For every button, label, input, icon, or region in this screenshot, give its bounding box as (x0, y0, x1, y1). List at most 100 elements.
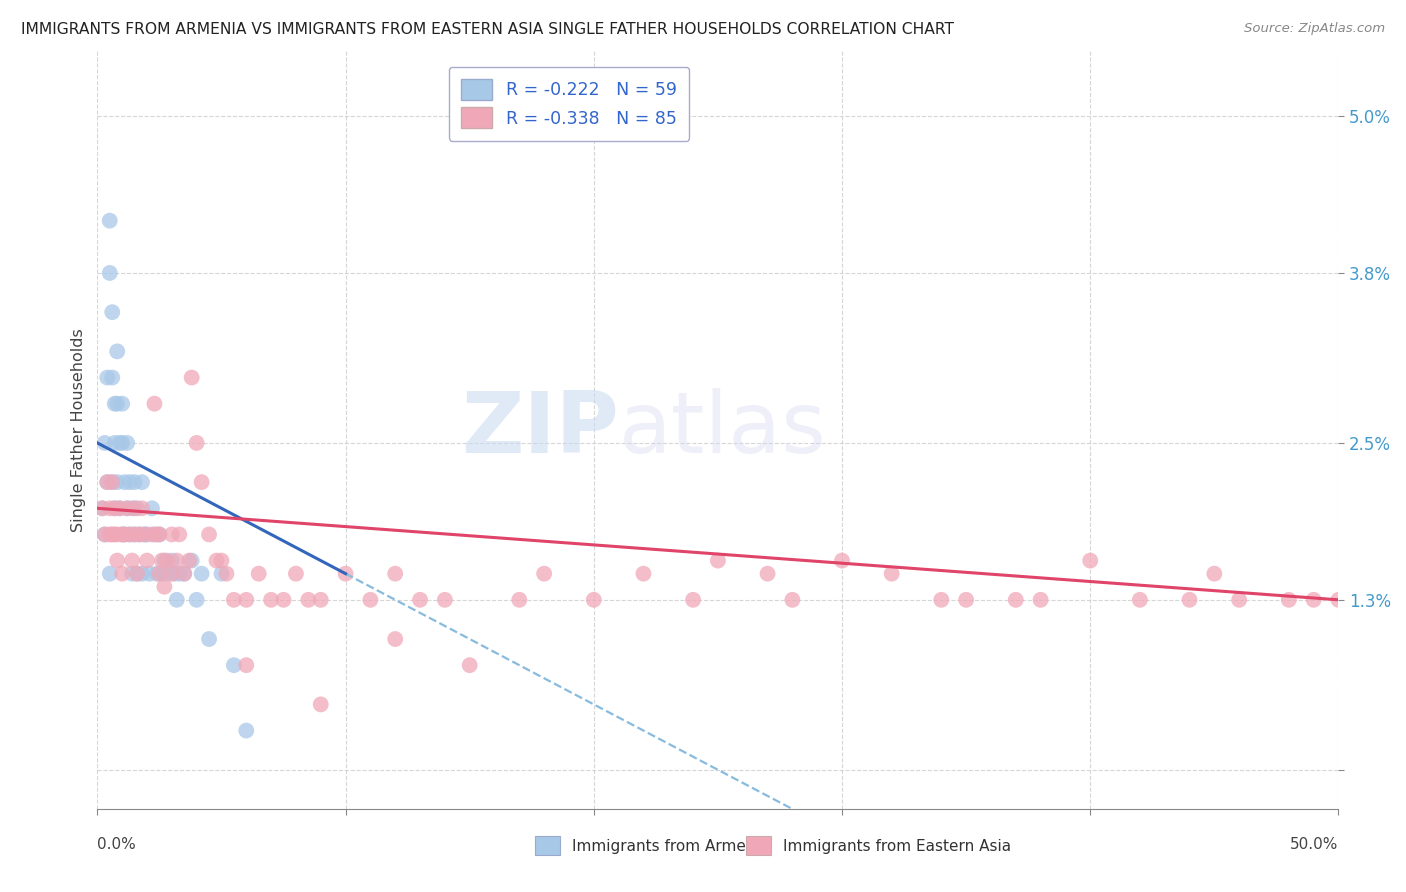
Point (96, 370, 118, 384)
Point (104, 501, 127, 516)
Point (98, 527, 121, 541)
Text: IMMIGRANTS FROM ARMENIA VS IMMIGRANTS FROM EASTERN ASIA SINGLE FATHER HOUSEHOLDS: IMMIGRANTS FROM ARMENIA VS IMMIGRANTS FR… (21, 22, 955, 37)
Point (222, 592, 245, 607)
Point (125, 501, 148, 516)
Point (143, 397, 166, 411)
Point (124, 501, 146, 516)
Point (111, 527, 134, 541)
Point (141, 501, 163, 516)
Point (105, 527, 128, 541)
Point (359, 592, 381, 607)
Point (108, 501, 131, 516)
Point (96, 475, 118, 490)
Point (114, 475, 136, 490)
Point (124, 527, 146, 541)
Point (143, 527, 166, 541)
Point (166, 592, 188, 607)
Point (163, 566, 186, 581)
Point (433, 592, 456, 607)
Text: Immigrants from Eastern Asia: Immigrants from Eastern Asia (783, 839, 1011, 854)
Point (121, 553, 143, 567)
Point (707, 553, 730, 567)
Point (131, 566, 153, 581)
Point (173, 566, 195, 581)
Point (108, 501, 131, 516)
Point (409, 592, 432, 607)
Point (633, 566, 655, 581)
Point (111, 397, 134, 411)
Point (111, 527, 134, 541)
Point (880, 566, 903, 581)
Point (284, 566, 307, 581)
Point (114, 527, 136, 541)
Point (91, 501, 114, 516)
Point (146, 527, 169, 541)
Point (94, 527, 117, 541)
Point (134, 527, 156, 541)
Point (1302, 592, 1324, 607)
Point (136, 527, 159, 541)
Point (118, 475, 141, 490)
Point (297, 592, 319, 607)
Point (98, 213, 121, 227)
Point (384, 632, 406, 646)
Point (98, 501, 121, 516)
Point (335, 566, 357, 581)
Point (156, 553, 179, 567)
Point (105, 553, 128, 567)
Point (115, 501, 138, 516)
Point (96, 475, 118, 490)
Point (190, 475, 212, 490)
Point (98, 266, 121, 280)
Point (582, 592, 605, 607)
Point (128, 527, 150, 541)
Point (101, 527, 124, 541)
Point (167, 566, 190, 581)
Point (101, 475, 124, 490)
Point (115, 436, 138, 450)
Point (198, 527, 221, 541)
Point (125, 566, 148, 581)
Point (215, 566, 238, 581)
Point (101, 305, 124, 319)
Point (115, 501, 138, 516)
Y-axis label: Single Father Households: Single Father Households (72, 328, 86, 532)
Point (111, 566, 134, 581)
Text: 0.0%: 0.0% (97, 838, 136, 852)
Point (104, 527, 127, 541)
Point (384, 566, 406, 581)
Point (101, 475, 124, 490)
Point (1278, 592, 1301, 607)
Point (94, 436, 117, 450)
Point (125, 566, 148, 581)
Point (104, 501, 127, 516)
Point (160, 553, 183, 567)
Point (121, 501, 143, 516)
Legend: R = -0.222   N = 59, R = -0.338   N = 85: R = -0.222 N = 59, R = -0.338 N = 85 (449, 67, 689, 141)
Point (138, 566, 160, 581)
Point (1327, 592, 1350, 607)
Point (136, 553, 159, 567)
Point (260, 592, 283, 607)
Point (124, 475, 146, 490)
Point (156, 566, 179, 581)
Point (211, 553, 233, 567)
Point (273, 592, 295, 607)
Point (150, 566, 173, 581)
Point (160, 566, 183, 581)
Point (150, 553, 173, 567)
Point (180, 553, 202, 567)
Point (160, 527, 183, 541)
Text: atlas: atlas (619, 388, 827, 471)
Point (190, 566, 212, 581)
Point (153, 553, 176, 567)
Point (186, 592, 208, 607)
Point (1178, 592, 1201, 607)
Point (153, 580, 176, 594)
Point (1204, 566, 1226, 581)
Point (198, 632, 221, 646)
Point (533, 566, 555, 581)
Point (148, 527, 170, 541)
Point (111, 436, 134, 450)
Point (309, 698, 332, 712)
